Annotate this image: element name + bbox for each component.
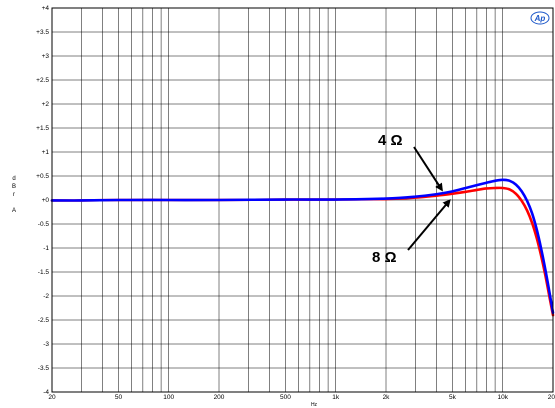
x-tick-label: 2k xyxy=(383,394,391,401)
x-tick-label: 500 xyxy=(280,394,291,401)
x-tick-label: 5k xyxy=(449,394,457,401)
series-line xyxy=(50,178,555,315)
x-tick-label: 100 xyxy=(163,394,174,401)
y-tick-label: +3 xyxy=(42,53,50,60)
y-tick-label: +4 xyxy=(42,5,50,12)
y-tick-label: +2 xyxy=(42,101,50,108)
y-tick-label: -0.5 xyxy=(38,221,50,228)
y-axis-label-letter: A xyxy=(12,208,16,214)
y-tick-label: -2.5 xyxy=(38,317,50,324)
y-tick-label: +0 xyxy=(42,197,50,204)
annotation-label: 4 Ω xyxy=(378,132,403,149)
y-axis-label: dBr A xyxy=(12,176,16,214)
y-tick-label: +3.5 xyxy=(36,29,49,36)
series-layer xyxy=(50,178,555,317)
y-tick-label: -3.5 xyxy=(38,365,50,372)
y-tick-labels: +4 +3.5 +3 +2.5 +2 +1.5 +1 +0.5 +0 -0.5 -1 -1.5 -2 -2… xyxy=(36,5,49,396)
x-axis-label: Hz xyxy=(311,402,318,408)
plot-frame xyxy=(51,7,554,393)
ap-logo: Ap xyxy=(530,11,550,25)
annotation-label: 8 Ω xyxy=(372,249,397,266)
x-tick-label: 20k xyxy=(548,394,555,401)
annotation-arrow xyxy=(407,199,451,251)
x-tick-label: 20 xyxy=(48,394,56,401)
y-tick-label: -1 xyxy=(43,245,49,252)
y-tick-label: +1.5 xyxy=(36,125,49,132)
ap-logo-text: Ap xyxy=(534,14,546,23)
x-tick-labels: 20 50 100 200 500 1k 2k 5k 10k 20k xyxy=(48,394,555,401)
y-tick-label: +2.5 xyxy=(36,77,49,84)
y-tick-label: -1.5 xyxy=(38,269,50,276)
annotation-arrow xyxy=(413,146,443,192)
y-tick-label: +0.5 xyxy=(36,173,49,180)
y-tick-label: -4 xyxy=(43,389,49,396)
annotation-layer: 4 Ω 8 Ω xyxy=(372,132,451,266)
y-tick-label: -3 xyxy=(43,341,49,348)
x-tick-label: 1k xyxy=(332,394,340,401)
x-tick-label: 50 xyxy=(115,394,123,401)
y-tick-label: +1 xyxy=(42,149,50,156)
y-axis-label-letter: B xyxy=(12,184,16,190)
y-axis-label-letter: r xyxy=(13,192,15,198)
y-tick-label: -2 xyxy=(43,293,49,300)
x-tick-label: 200 xyxy=(214,394,225,401)
x-tick-label: 10k xyxy=(497,394,508,401)
y-axis-label-letter: d xyxy=(12,176,15,182)
